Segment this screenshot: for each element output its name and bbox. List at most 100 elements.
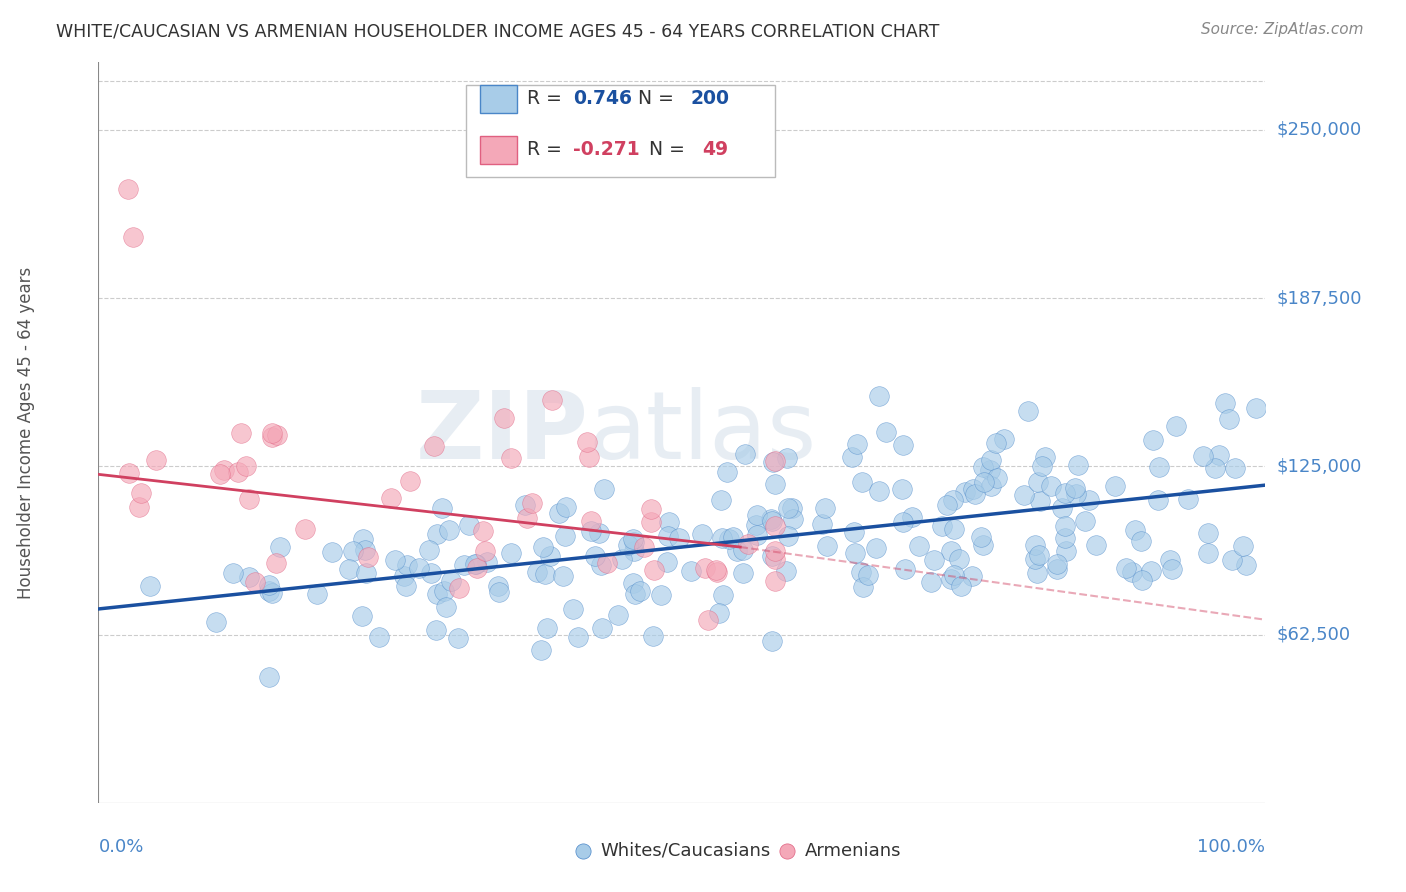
Point [761,549,783,563]
Point [547,506,569,520]
Point [1234,558,1257,572]
Point [762,455,785,469]
Point [814,500,837,515]
Point [488,585,510,599]
Point [235,459,257,474]
Point [1147,493,1170,508]
Point [1123,523,1146,537]
Point [710,492,733,507]
Point [1024,551,1046,566]
Point [538,549,561,563]
Point [610,552,633,566]
Point [305,587,328,601]
Point [212,462,235,476]
Point [419,566,441,581]
Point [520,496,543,510]
Point [551,569,574,583]
Point [418,543,440,558]
Point [737,537,759,551]
Point [494,410,516,425]
Point [761,634,783,648]
Point [980,479,1002,493]
Point [782,512,804,526]
Point [1046,557,1069,571]
Point [1244,401,1267,415]
Point [935,499,957,513]
Point [623,532,645,546]
Point [357,549,380,564]
Point [858,567,880,582]
Point [841,450,863,464]
Point [733,566,755,580]
Point [596,556,619,570]
Point [697,613,720,627]
Point [942,568,965,582]
Point [342,544,364,558]
Point [707,606,730,620]
Point [851,475,873,489]
Point [526,565,548,579]
Point [1220,553,1243,567]
Point [973,475,995,490]
Point [576,435,599,450]
Point [352,532,374,546]
Point [1130,573,1153,587]
Point [1208,448,1230,462]
Text: 200: 200 [690,89,730,108]
Point [1066,458,1088,472]
Point [501,450,523,465]
Text: WHITE/CAUCASIAN VS ARMENIAN HOUSEHOLDER INCOME AGES 45 - 64 YEARS CORRELATION CH: WHITE/CAUCASIAN VS ARMENIAN HOUSEHOLDER … [56,22,939,40]
Point [592,483,614,497]
Point [643,629,665,643]
Point [1197,546,1219,560]
Point [658,515,681,529]
Point [471,524,494,539]
Point [616,538,638,552]
Point [1121,565,1143,579]
Text: N =: N = [650,140,692,160]
Point [430,501,453,516]
Point [734,447,756,461]
Point [1064,481,1087,495]
Point [1039,479,1062,493]
Point [972,460,994,475]
Point [1204,461,1226,475]
Point [1031,458,1053,473]
Point [970,530,993,544]
Text: Householder Income Ages 45 - 64 years: Householder Income Ages 45 - 64 years [17,267,35,599]
Text: $125,000: $125,000 [1277,458,1362,475]
Point [1053,531,1076,545]
Point [775,564,797,578]
Point [731,543,754,558]
Point [644,563,666,577]
Point [1139,564,1161,578]
Text: ZIP: ZIP [416,386,589,479]
Point [1147,460,1170,475]
Point [588,526,610,541]
Point [711,588,734,602]
Point [259,584,281,599]
Point [1192,449,1215,463]
Point [891,482,914,496]
Point [1218,412,1240,426]
Point [763,477,786,491]
Point [776,450,799,465]
Point [398,474,420,488]
Point [939,572,962,586]
Point [262,586,284,600]
Point [980,453,1002,467]
Point [1074,514,1097,528]
Point [1177,491,1199,506]
Point [579,524,602,538]
Point [354,566,377,580]
FancyBboxPatch shape [465,85,775,178]
Point [761,514,783,528]
Point [571,796,593,810]
Point [939,543,962,558]
Text: R =: R = [527,89,568,108]
Point [145,453,167,467]
Point [679,565,702,579]
Point [1054,543,1077,558]
Point [1053,486,1076,500]
Point [533,567,555,582]
